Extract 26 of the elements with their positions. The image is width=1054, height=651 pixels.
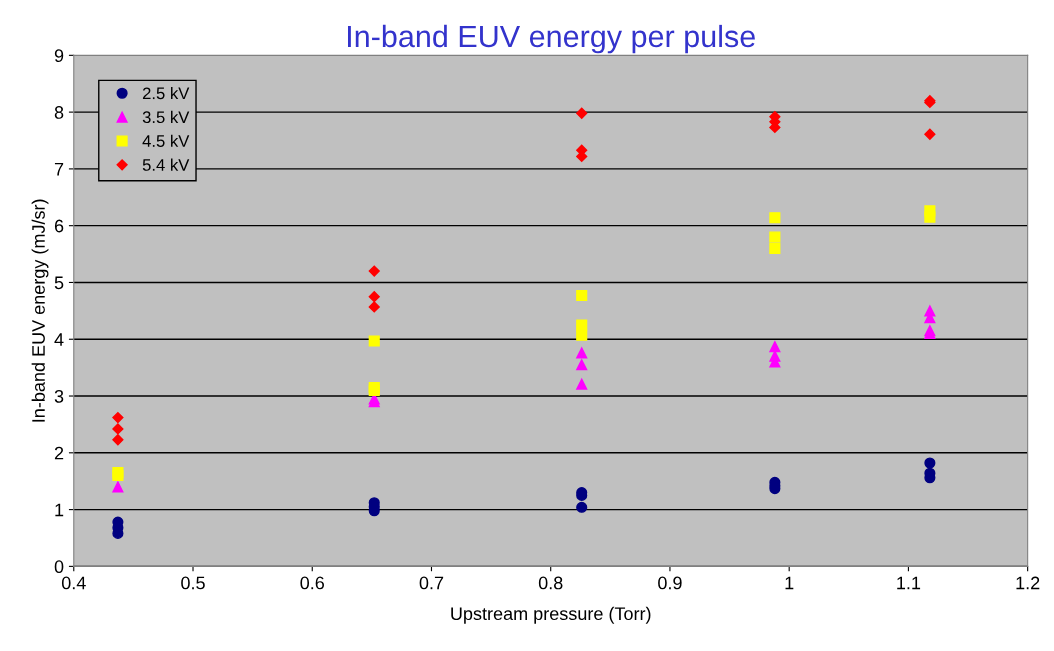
y-tick-label: 2 bbox=[54, 446, 64, 460]
y-tick-label: 9 bbox=[54, 49, 64, 63]
y-tick-label: 7 bbox=[54, 163, 64, 176]
y-tick-label: 1 bbox=[55, 503, 64, 517]
x-tick-label: 0.6 bbox=[300, 576, 324, 590]
y-tick-label: 5 bbox=[54, 276, 64, 290]
x-tick-label: 0.4 bbox=[61, 576, 86, 590]
x-tick-label: 0.9 bbox=[658, 576, 682, 590]
y-tick-label: 0 bbox=[54, 560, 64, 574]
y-tick-label: 6 bbox=[54, 219, 64, 233]
legend-label: 4.5 kV bbox=[142, 134, 190, 147]
x-tick-label: 1.2 bbox=[1016, 576, 1040, 590]
x-axis-title: Upstream pressure (Torr) bbox=[451, 606, 651, 624]
x-tick-label: 0.5 bbox=[181, 576, 205, 590]
chart-title: In-band EUV energy per pulse bbox=[348, 24, 755, 54]
legend-label: 3.5 kV bbox=[142, 110, 190, 124]
x-tick-label: 1 bbox=[785, 576, 794, 590]
x-tick-label: 0.7 bbox=[419, 576, 444, 590]
y-tick-label: 8 bbox=[54, 106, 64, 119]
x-tick-label: 1.1 bbox=[897, 576, 921, 590]
legend-label: 2.5 kV bbox=[142, 87, 190, 100]
y-axis-title: In-band EUV energy (mJ/sr) bbox=[31, 199, 49, 422]
x-tick-label: 0.8 bbox=[538, 576, 563, 590]
legend-label: 5.4 kV bbox=[142, 158, 190, 171]
y-tick-label: 3 bbox=[54, 389, 64, 403]
y-tick-label: 4 bbox=[54, 333, 64, 346]
